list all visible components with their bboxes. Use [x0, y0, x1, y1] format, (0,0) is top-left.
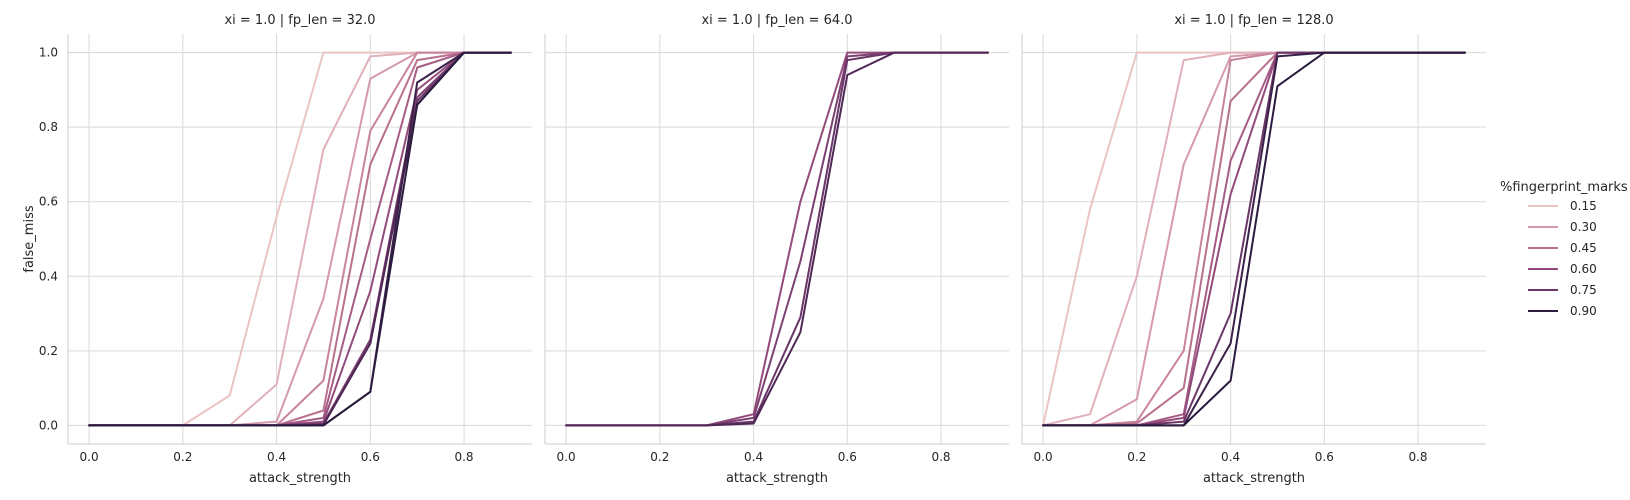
x-tick-label: 0.0 [1034, 450, 1053, 464]
series-line [565, 51, 989, 427]
facet-panel-1: 0.0 0.2 0.4 0.6 0.8 0.0 0.2 0.4 0.6 0.8 1.0 attack_… [22, 13, 532, 486]
legend-label: 0.30 [1570, 220, 1597, 234]
x-tick-label: 0.6 [361, 450, 380, 464]
legend-label: 0.90 [1570, 304, 1597, 318]
legend-label: 0.75 [1570, 283, 1597, 297]
series-line [1042, 51, 1466, 427]
y-tick-label: 0.0 [39, 418, 58, 432]
series-line [88, 51, 512, 427]
series-line [88, 51, 512, 427]
x-axis-label: attack_strength [1203, 471, 1305, 486]
y-tick-label: 0.6 [39, 195, 58, 209]
x-tick-label: 0.6 [1315, 450, 1334, 464]
x-tick-label: 0.0 [80, 450, 99, 464]
series-line [88, 51, 512, 427]
series-lines [565, 51, 989, 427]
series-line [88, 51, 512, 427]
legend-title: %fingerprint_marks [1500, 180, 1628, 195]
facet-panel-2: 0.0 0.2 0.4 0.6 0.8 attack_strength xi = 1.0 |… [544, 13, 1009, 486]
x-tick-label: 0.4 [1221, 450, 1240, 464]
x-tick-label: 0.8 [454, 450, 473, 464]
gridlines [1022, 34, 1486, 444]
legend-label: 0.15 [1570, 199, 1597, 213]
y-axis-label: false_miss [22, 205, 37, 272]
series-line [88, 51, 512, 427]
x-tick-label: 0.8 [931, 450, 950, 464]
x-axis-label: attack_strength [726, 471, 828, 486]
x-tick-label: 0.6 [838, 450, 857, 464]
series-line [88, 51, 512, 427]
legend: %fingerprint_marks 0.15 0.30 0.45 0.60 0.75 0.… [1500, 180, 1628, 318]
x-axis-label: attack_strength [249, 471, 351, 486]
panel-title: xi = 1.0 | fp_len = 128.0 [1174, 13, 1333, 28]
x-tick-label: 0.0 [557, 450, 576, 464]
y-tick-label: 0.4 [39, 269, 58, 283]
series-lines [88, 51, 512, 427]
legend-label: 0.60 [1570, 262, 1597, 276]
facet-panel-3: 0.0 0.2 0.4 0.6 0.8 attack_strength xi = 1.0 |… [1021, 13, 1486, 486]
series-line [88, 51, 512, 427]
series-line [88, 51, 512, 427]
x-tick-label: 0.4 [744, 450, 763, 464]
series-line [88, 51, 512, 427]
y-tick-label: 0.8 [39, 120, 58, 134]
x-tick-label: 0.2 [173, 450, 192, 464]
gridlines [68, 34, 532, 444]
panel-title: xi = 1.0 | fp_len = 32.0 [224, 13, 375, 28]
series-line [88, 51, 512, 427]
gridlines [545, 34, 1009, 444]
x-tick-label: 0.4 [267, 450, 286, 464]
x-tick-label: 0.2 [1127, 450, 1146, 464]
legend-label: 0.45 [1570, 241, 1597, 255]
series-line [565, 51, 989, 427]
series-line [88, 51, 512, 427]
panel-title: xi = 1.0 | fp_len = 64.0 [701, 13, 852, 28]
y-tick-label: 1.0 [39, 46, 58, 60]
x-tick-label: 0.2 [650, 450, 669, 464]
series-lines [1042, 51, 1466, 427]
y-tick-label: 0.2 [39, 344, 58, 358]
series-line [88, 51, 512, 427]
x-tick-label: 0.8 [1408, 450, 1427, 464]
